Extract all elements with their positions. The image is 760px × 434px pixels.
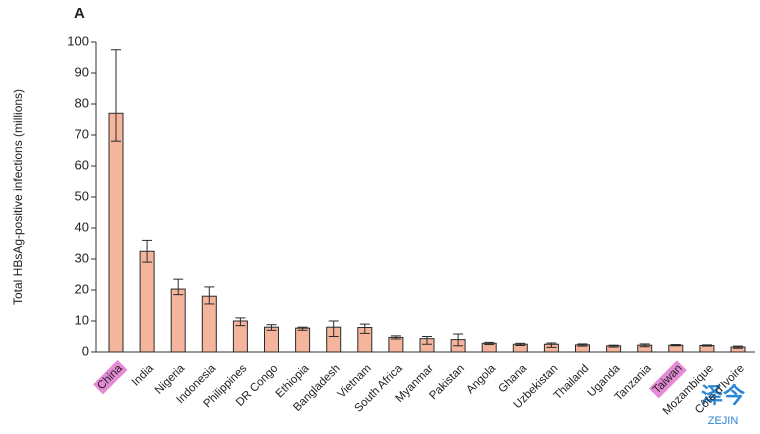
bar bbox=[170, 288, 186, 353]
y-tick-label: 50 bbox=[75, 188, 89, 203]
x-tick-group: India bbox=[130, 362, 157, 389]
watermark-text: ZEJIN bbox=[708, 415, 739, 427]
y-tick-label: 100 bbox=[67, 33, 89, 48]
panel-label: A bbox=[74, 5, 85, 22]
bar bbox=[139, 250, 155, 353]
y-tick-label: 40 bbox=[75, 219, 89, 234]
y-tick-label: 10 bbox=[75, 312, 89, 327]
bar bbox=[108, 112, 124, 353]
x-tick-label: India bbox=[130, 362, 157, 389]
y-tick-label: 70 bbox=[75, 126, 89, 141]
y-tick-label: 20 bbox=[75, 281, 89, 296]
bar bbox=[201, 295, 217, 353]
label-highlight bbox=[648, 360, 687, 399]
bar bbox=[295, 327, 311, 353]
bar bbox=[388, 336, 404, 353]
y-tick-label: 60 bbox=[75, 157, 89, 172]
y-tick-label: 80 bbox=[75, 95, 89, 110]
y-tick-label: 0 bbox=[82, 343, 89, 358]
label-highlight bbox=[93, 359, 128, 395]
x-tick-group: China bbox=[93, 359, 128, 395]
y-axis-label: Total HBsAg-positive infections (million… bbox=[11, 89, 25, 305]
bar bbox=[264, 326, 279, 353]
x-tick-group: Angola bbox=[464, 362, 498, 396]
watermark-mark: 泽今 bbox=[701, 383, 745, 408]
x-tick-label: Angola bbox=[464, 362, 498, 396]
y-tick-label: 30 bbox=[75, 250, 89, 265]
y-tick-label: 90 bbox=[75, 64, 89, 79]
